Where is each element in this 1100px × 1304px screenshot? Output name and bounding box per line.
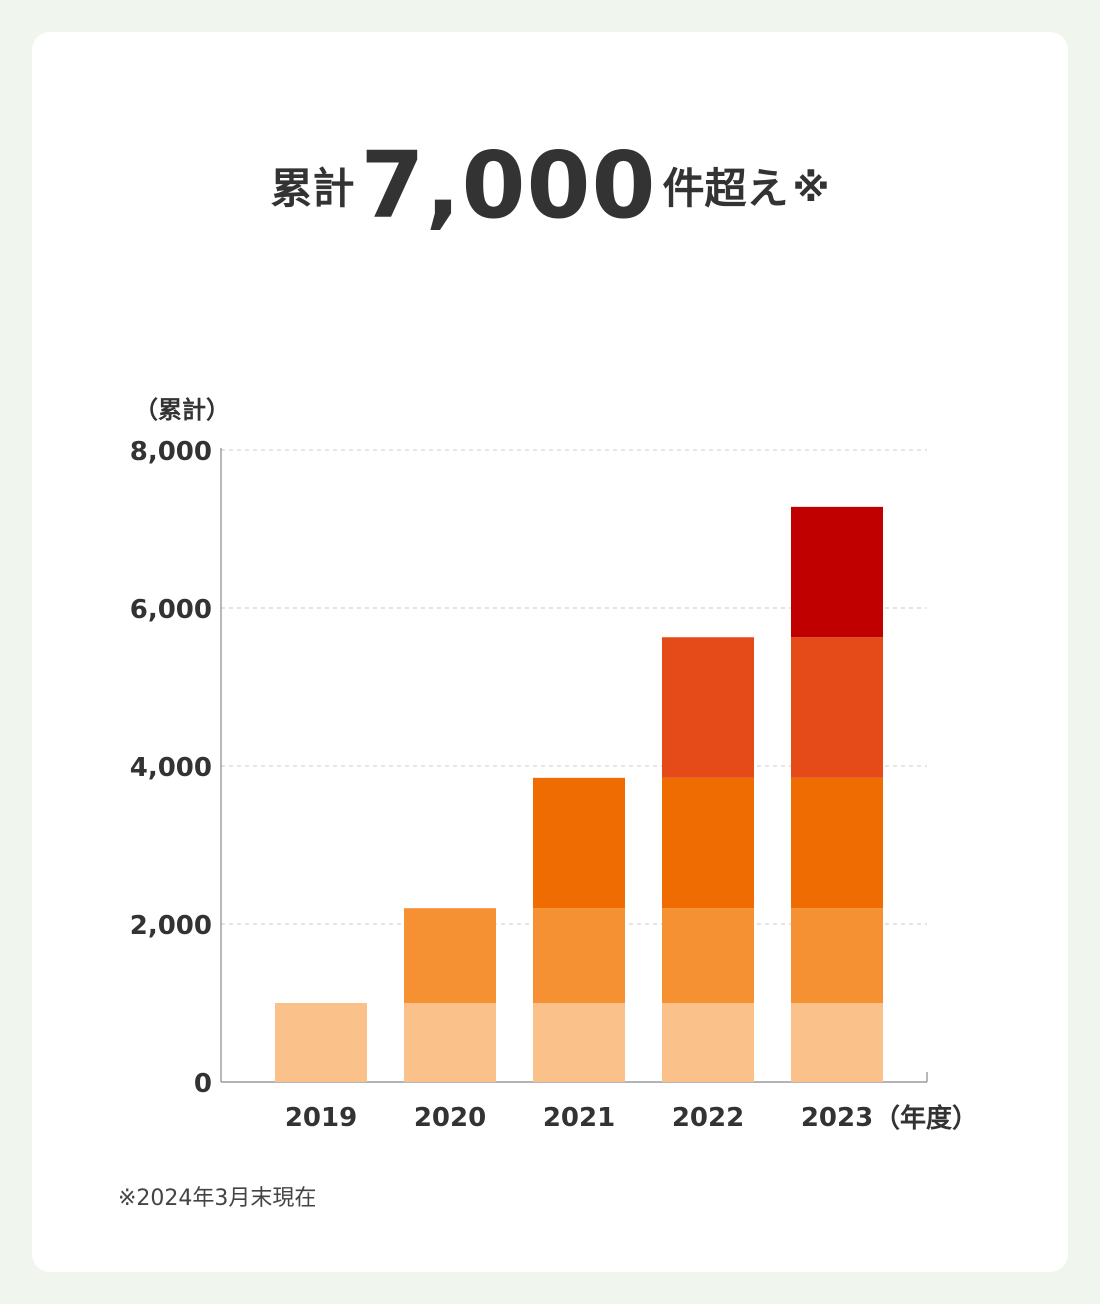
y-tick-label: 4,000 xyxy=(130,753,212,783)
y-axis-label: （累計） xyxy=(134,396,230,424)
bar-segment xyxy=(533,1003,625,1082)
headline-suffix: 件超え xyxy=(662,164,789,213)
bar-segment xyxy=(533,777,625,909)
headline: 累計7,000 件超え ※ xyxy=(0,140,1100,232)
y-tick-label: 0 xyxy=(194,1069,212,1099)
bar-segment xyxy=(275,1003,367,1082)
bar-segment xyxy=(791,506,883,638)
bar-segment xyxy=(662,777,754,909)
bar-segment xyxy=(404,1003,496,1082)
bar-segment xyxy=(791,637,883,778)
x-tick-label: 2022 xyxy=(672,1103,744,1133)
bar-segment xyxy=(791,908,883,1003)
x-tick-label: 2019 xyxy=(285,1103,357,1133)
headline-note-mark: ※ xyxy=(792,166,830,210)
x-axis-unit-label: （年度） xyxy=(874,1104,979,1134)
x-tick-label: 2020 xyxy=(414,1103,486,1133)
bar-segment xyxy=(662,908,754,1003)
bar-segment xyxy=(533,908,625,1003)
y-tick-label: 8,000 xyxy=(130,437,212,467)
bar-segment xyxy=(662,1003,754,1082)
headline-prefix: 累計 xyxy=(270,164,355,213)
y-tick-label: 6,000 xyxy=(130,595,212,625)
y-tick-label: 2,000 xyxy=(130,911,212,941)
bar-segment xyxy=(404,908,496,1003)
footnote: ※2024年3月末現在 xyxy=(118,1186,317,1211)
x-tick-label: 2023 xyxy=(801,1103,873,1133)
bar-segment xyxy=(662,637,754,778)
x-tick-label: 2021 xyxy=(543,1103,615,1133)
bar-segment xyxy=(791,1003,883,1082)
headline-number: 7,000 xyxy=(360,132,657,239)
bar-segment xyxy=(791,777,883,909)
